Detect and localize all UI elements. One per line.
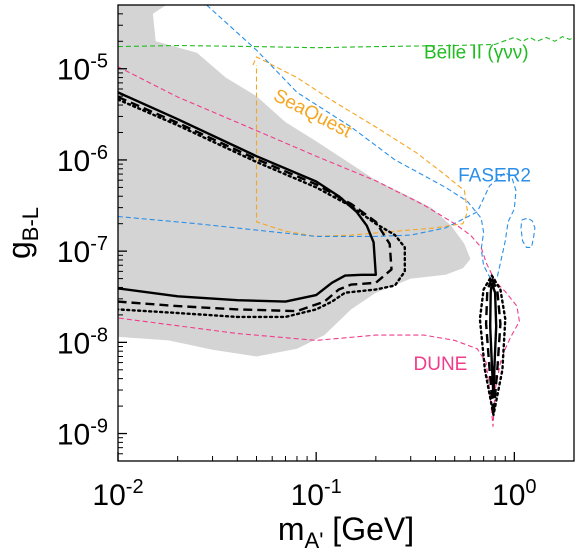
sensitivity-dashed-curve-6 bbox=[118, 95, 393, 313]
dune-curve-4 bbox=[118, 66, 520, 427]
x-axis-title: mA' [GeV] bbox=[278, 511, 414, 553]
excluded-region-0 bbox=[118, 5, 471, 357]
tick-layer: 10-2 10-1 100 10-9 10-8 10-7 10-6 10-5 bbox=[57, 13, 537, 512]
y-tick-label: 10-7 bbox=[57, 233, 108, 269]
faser2-curve-2 bbox=[118, 5, 517, 283]
x-tick-label: 100 bbox=[492, 476, 537, 512]
sensitivity-dotted-curve-10 bbox=[478, 274, 507, 417]
y-axis-title-main: g bbox=[1, 241, 37, 259]
series-layer bbox=[118, 5, 574, 427]
y-axis-title-sub: B-L bbox=[18, 207, 43, 241]
x-axis-title-sub: A' bbox=[305, 528, 324, 553]
belle-ii-label: Belle II (γνν) bbox=[424, 42, 529, 63]
y-tick-label: 10-5 bbox=[57, 51, 108, 87]
x-axis-title-unit: [GeV] bbox=[323, 511, 414, 547]
sensitivity-solid-curve-8 bbox=[489, 282, 498, 399]
y-tick-label: 10-9 bbox=[57, 416, 108, 452]
faser2-curve-3 bbox=[520, 217, 536, 248]
belle-ii-curve-0 bbox=[118, 36, 574, 49]
seaquest-curve-1 bbox=[252, 56, 469, 237]
x-tick-label: 10-1 bbox=[291, 476, 342, 512]
y-tick-label: 10-6 bbox=[57, 142, 108, 178]
sensitivity-dotted-curve-7 bbox=[118, 98, 406, 319]
y-tick-label: 10-8 bbox=[57, 324, 108, 360]
faser2-label: FASER2 bbox=[458, 166, 531, 187]
dune-label: DUNE bbox=[414, 354, 468, 375]
y-axis-title: gB-L bbox=[1, 207, 43, 259]
x-tick-label: 10-2 bbox=[92, 476, 143, 512]
x-axis-title-main: m bbox=[278, 511, 305, 547]
sensitivity-solid-curve-5 bbox=[118, 91, 377, 303]
excluded-region-layer bbox=[118, 5, 471, 357]
plot-frame bbox=[117, 4, 575, 462]
